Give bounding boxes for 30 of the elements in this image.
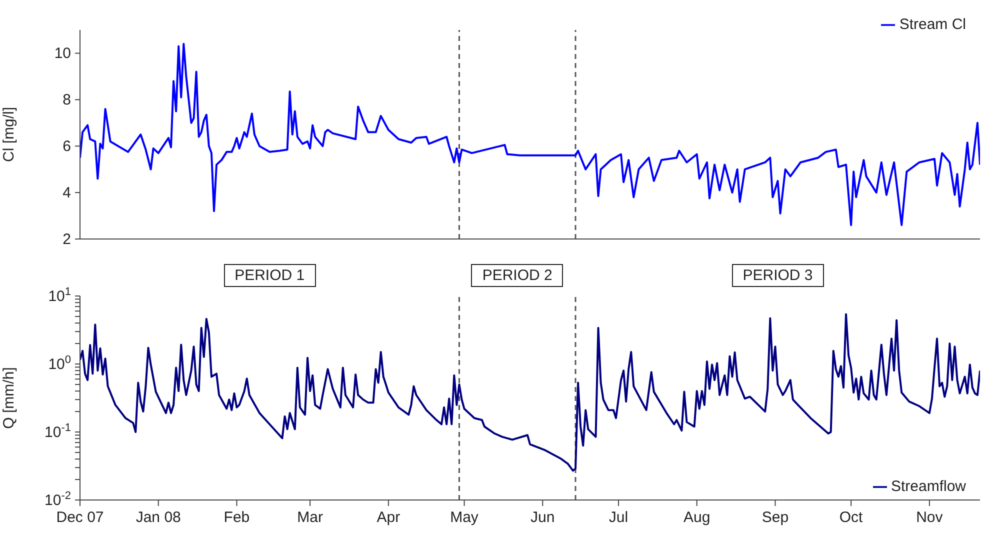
y-tick-label: 10$^{0}$ (48, 354, 71, 373)
x-tick-label: Jun (530, 509, 555, 526)
y-tick-label: 10$^{1}$ (48, 286, 71, 305)
x-tick-label: Oct (839, 509, 864, 526)
y-axis-title: Q [mm/h] (0, 367, 18, 429)
legend-label: Streamflow (890, 478, 966, 495)
y-tick-label: 10$^{-2}$ (44, 490, 71, 509)
y-tick-label: 10 (54, 45, 71, 62)
y-tick-label: 2 (62, 231, 71, 248)
x-tick-label: May (450, 509, 479, 526)
y-tick-label: 4 (62, 184, 71, 202)
text: PERIOD 3 (732, 264, 824, 287)
x-tick-label: Dec 07 (56, 509, 104, 526)
x-tick-label: Feb (224, 509, 250, 526)
y-axis-title: Cl [mg/l] (0, 106, 18, 162)
x-tick-label: Aug (684, 509, 710, 526)
y-tick-label: 8 (62, 92, 71, 109)
x-tick-label: Jan 08 (136, 509, 181, 526)
y-tick-label: 6 (62, 138, 71, 156)
x-tick-label: Apr (376, 509, 400, 526)
text: PERIOD 2 (471, 264, 564, 287)
text: PERIOD 1 (224, 264, 316, 287)
line-series (80, 42, 980, 226)
x-tick-label: Jul (608, 509, 628, 526)
x-tick-label: Nov (916, 509, 944, 526)
legend-label: Stream Cl (899, 16, 966, 33)
x-tick-label: Mar (297, 509, 323, 526)
x-tick-label: Sep (762, 509, 789, 526)
line-series (80, 313, 980, 472)
y-tick-label: 10$^{-1}$ (44, 422, 71, 441)
